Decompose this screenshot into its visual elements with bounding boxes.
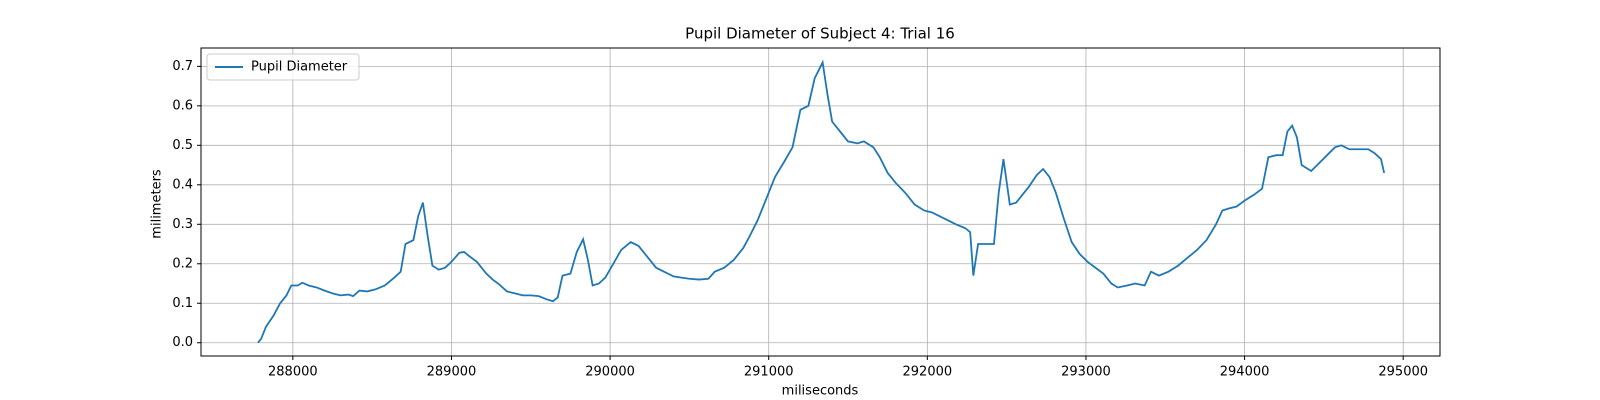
x-axis-label: miliseconds bbox=[782, 384, 859, 399]
x-tick-label: 294000 bbox=[1220, 365, 1270, 380]
y-tick-label: 0.7 bbox=[172, 59, 193, 74]
x-tick-label: 288000 bbox=[268, 365, 318, 380]
data-line bbox=[257, 59, 1386, 344]
y-tick-label: 0.1 bbox=[172, 296, 193, 311]
x-tick-label: 289000 bbox=[427, 365, 477, 380]
x-tick-label: 291000 bbox=[744, 365, 794, 380]
x-tick-label: 293000 bbox=[1061, 365, 1111, 380]
y-tick-label: 0.5 bbox=[172, 138, 193, 153]
y-tick-label: 0.3 bbox=[172, 217, 193, 232]
x-tick-label: 292000 bbox=[903, 365, 953, 380]
y-tick-label: 0.6 bbox=[172, 98, 193, 113]
legend-label: Pupil Diameter bbox=[251, 60, 348, 75]
y-tick-label: 0.0 bbox=[172, 335, 193, 350]
plot-frame bbox=[200, 47, 1441, 357]
chart-title: Pupil Diameter of Subject 4: Trial 16 bbox=[685, 25, 955, 43]
legend-box bbox=[206, 53, 360, 81]
legend: Pupil Diameter bbox=[206, 53, 360, 81]
x-tick-label: 295000 bbox=[1378, 365, 1428, 380]
x-tick-label: 290000 bbox=[585, 365, 635, 380]
y-tick-label: 0.2 bbox=[172, 256, 193, 271]
y-tick-label: 0.4 bbox=[172, 177, 193, 192]
y-axis-label: milimeters bbox=[150, 169, 165, 239]
